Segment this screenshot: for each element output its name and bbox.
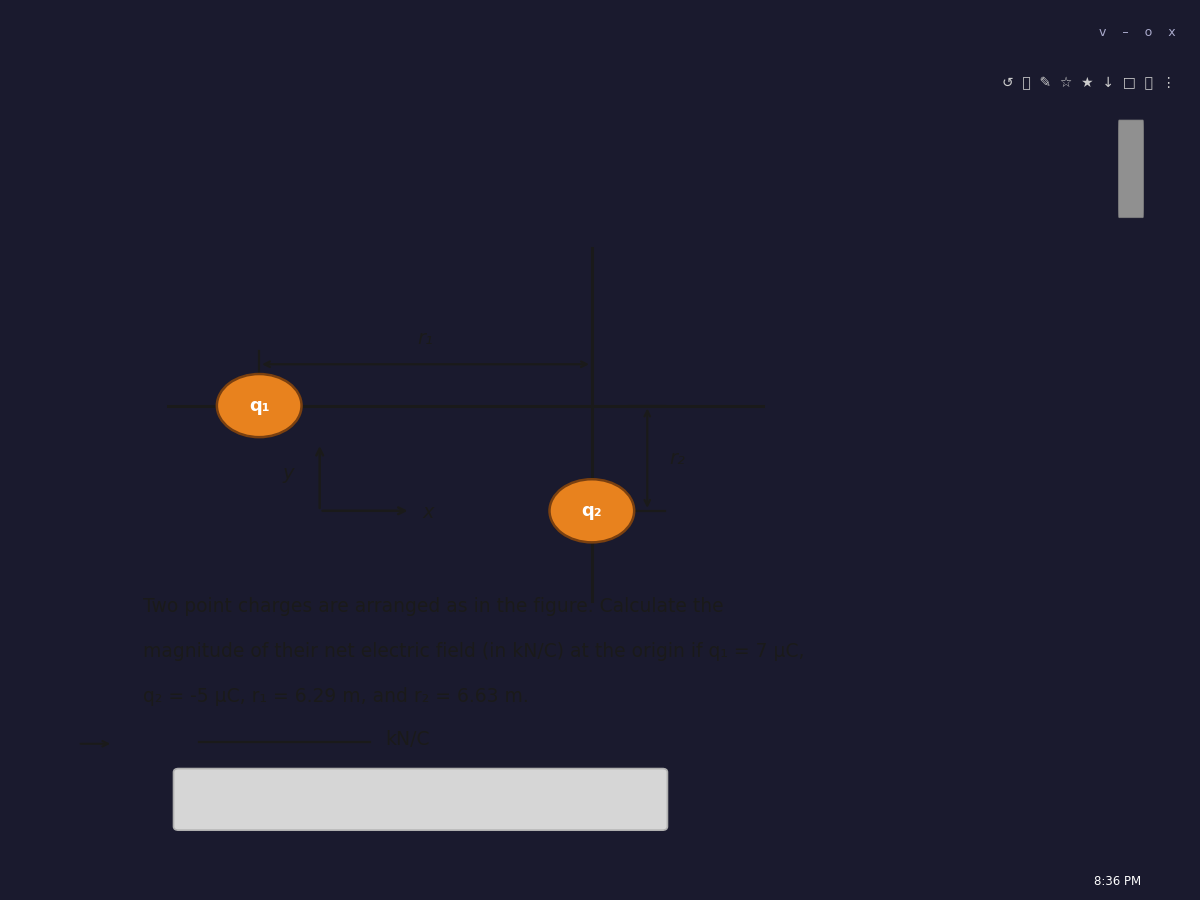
Text: q₁: q₁	[248, 397, 270, 415]
Text: x: x	[422, 503, 434, 522]
Text: Two point charges are arranged as in the figure. Calculate the: Two point charges are arranged as in the…	[143, 598, 724, 616]
Text: magnitude of their net electric field (in kN/C) at the origin if q₁ = 7 μC,: magnitude of their net electric field (i…	[143, 643, 805, 662]
Text: y: y	[283, 464, 294, 483]
FancyBboxPatch shape	[174, 769, 667, 830]
Text: q₂: q₂	[582, 502, 602, 520]
FancyBboxPatch shape	[1118, 120, 1144, 218]
Text: v    –    o    x: v – o x	[1099, 26, 1176, 39]
Text: r₁: r₁	[418, 328, 433, 347]
Circle shape	[217, 374, 301, 437]
Text: kN/C: kN/C	[385, 730, 430, 749]
Text: 8:36 PM: 8:36 PM	[1094, 875, 1141, 887]
Text: ↺  🔍  ✎  ☆  ★  ↓  □  🔴  ⋮: ↺ 🔍 ✎ ☆ ★ ↓ □ 🔴 ⋮	[1002, 76, 1176, 90]
Text: r₂: r₂	[670, 449, 685, 468]
Text: q₂ = -5 μC, r₁ = 6.29 m, and r₂ = 6.63 m.: q₂ = -5 μC, r₁ = 6.29 m, and r₂ = 6.63 m…	[143, 688, 529, 706]
Circle shape	[550, 479, 634, 543]
